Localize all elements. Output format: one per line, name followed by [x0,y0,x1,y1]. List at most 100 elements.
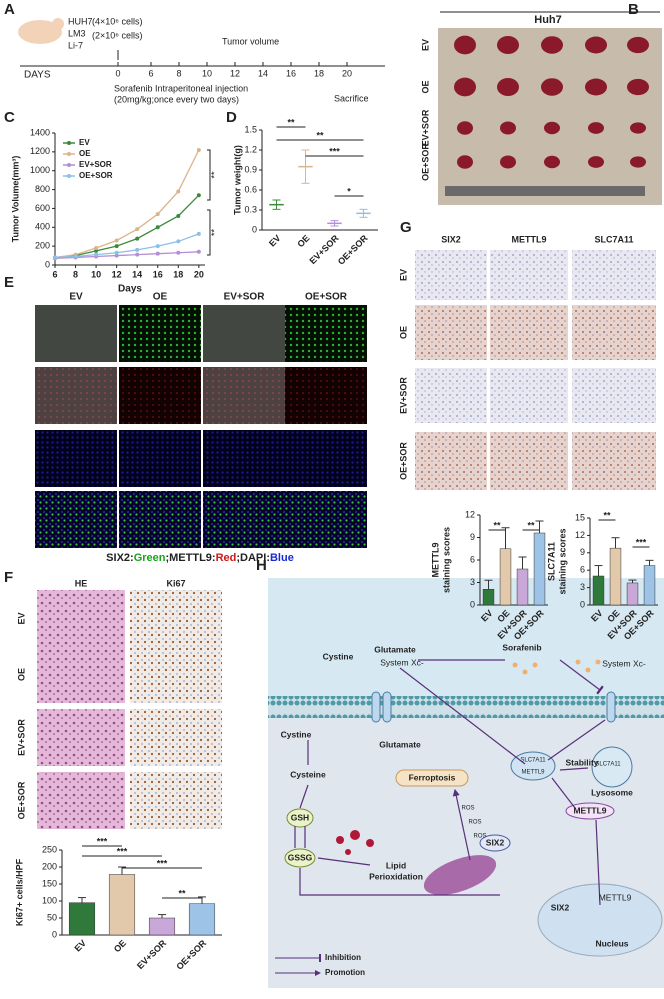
column-label: EV [69,292,83,303]
diagram-legend: Promotion [325,968,365,977]
if-image [35,491,117,548]
y-tick-label: 250 [42,844,57,854]
ihc-image [572,305,656,360]
timeline-day: 10 [202,68,212,78]
tumor [457,155,473,169]
if-image [285,305,367,362]
legend-label: EV+SOR [79,160,112,169]
ihc-image [130,772,222,829]
timeline-day: 18 [314,68,324,78]
sig-bracket [207,209,211,256]
y-tick-label: 6 [580,565,585,575]
timeline-day: 0 [115,68,120,78]
lysosome [591,746,633,788]
diagram-node: Cysteine [290,769,326,779]
ihc-image [490,250,568,300]
row-label: OE+SOR [16,781,26,819]
diagram-node: ROS [473,834,486,840]
tumor [497,77,519,97]
diagram-node: Nucleus [595,938,628,948]
x-tick-label: OE [295,233,311,249]
sig-label: * [347,186,351,196]
mouse-icon [18,20,62,44]
caption-part: SIX2: [106,552,134,564]
bar [108,874,136,936]
bar [188,903,216,936]
cell-line: LM3 [68,28,86,38]
diagram-node: SLC7A11 [595,762,621,768]
diagram-node: GSH [291,812,309,822]
point [196,147,201,152]
column-label: OE [153,292,168,303]
diagram-node: Cystine [281,729,312,739]
end-label: Sacrifice [334,93,369,103]
sig-label: *** [117,846,128,856]
sig-label: ** [287,117,295,127]
ihc-image [415,250,487,300]
diagram-node: System Xc- [602,658,646,668]
lipid-dots [336,830,374,855]
if-image [203,491,285,548]
panel-label: B [628,1,639,18]
cell-count: (4×10⁶ cells) [92,16,142,26]
x-tick-label: 6 [52,269,57,279]
tumor [541,36,563,54]
ihc-image [572,432,656,490]
transporter [606,691,616,723]
y-tick-label: 800 [35,184,50,194]
panel-label: C [4,109,15,126]
series-line [54,251,199,260]
ihc-image [490,305,568,360]
if-image [35,305,117,362]
treatment: Sorafenib Intraperitoneal injection [114,83,248,93]
row-label: EV [420,39,430,51]
timeline-day: 12 [230,68,240,78]
panel-label: H [256,557,267,574]
bar [643,565,656,606]
event-label: Tumor volume [222,36,279,46]
y-axis-label: METTL9 [430,543,440,578]
ihc-image [490,368,568,423]
bar [68,902,96,936]
diagram-node: ROS [461,806,474,812]
panel-label: A [4,1,15,18]
if-image [203,367,285,424]
row-label: EV [398,269,408,281]
point [53,255,57,260]
y-tick-label: 150 [42,878,57,888]
mettl9-node [565,802,615,820]
row-label: OE [16,668,26,681]
ferroptosis-box [395,769,469,787]
point [176,189,181,194]
legend-label: EV [79,138,90,147]
legend-label: OE [79,149,91,158]
y-tick-label: 1.2 [244,144,257,154]
cell-count: (2×10⁶ cells) [92,30,142,40]
tumor [500,121,516,135]
x-tick-label: 16 [153,269,163,279]
row-label: OE+SOR [398,442,408,480]
x-tick-label: EV+SOR [135,938,168,971]
y-tick-label: 50 [47,912,57,922]
point [114,238,119,243]
point [94,246,99,251]
sig-label: *** [97,836,108,846]
row-label: EV [16,612,26,624]
diagram-node: METTL9 [573,805,606,815]
membrane [268,696,664,718]
bar [516,568,529,606]
gssg-node [284,848,316,868]
diagram-node: Glutamate [374,644,416,654]
legend-marker [67,141,71,145]
extracellular-bg [268,578,664,696]
ihc-image [37,646,125,703]
y-axis-label: staining scores [441,527,451,593]
column-label: Ki67 [166,578,185,588]
timeline-day: 6 [148,68,153,78]
tumor [544,121,560,135]
legend-marker [67,174,71,178]
mouse-head [52,18,64,30]
cell-line: Li-7 [68,40,83,50]
photo-title: Huh7 [534,14,562,26]
